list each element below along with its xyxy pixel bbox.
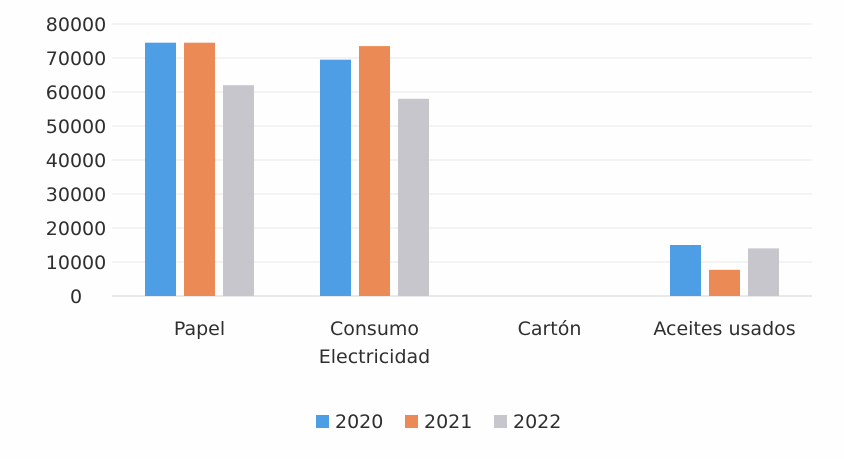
- x-tick-label: Papel: [174, 318, 225, 340]
- bar-2020: [670, 245, 701, 296]
- gridlines: [112, 23, 812, 297]
- legend-label-2021: 2021: [424, 411, 472, 433]
- legend-label-2022: 2022: [513, 411, 561, 433]
- y-tick-label: 30000: [46, 184, 106, 206]
- bar-2020: [145, 42, 176, 297]
- bar-2022: [223, 85, 254, 296]
- y-tick-label: 50000: [46, 116, 106, 138]
- y-tick-label: 60000: [46, 82, 106, 104]
- y-tick-label: 40000: [46, 150, 106, 172]
- y-tick-label: 10000: [46, 252, 106, 274]
- bar-2022: [398, 98, 429, 296]
- legend-swatch-2020: [316, 415, 329, 428]
- legend-label-2020: 2020: [335, 411, 383, 433]
- x-tick-label: Consumo: [330, 318, 419, 340]
- bar-2022: [748, 248, 779, 296]
- x-axis: Papel Consumo Electricidad Cartón Aceites us…: [174, 318, 796, 368]
- x-tick-label: Cartón: [518, 318, 582, 340]
- bar-2021: [709, 269, 740, 296]
- y-tick-label: 70000: [46, 48, 106, 70]
- bars: [145, 42, 779, 297]
- bar-2020: [320, 59, 351, 297]
- legend-swatch-2021: [405, 415, 418, 428]
- legend: 2020 2021 2022: [316, 411, 561, 433]
- y-tick-label: 20000: [46, 218, 106, 240]
- y-axis: 0 10000 20000 30000 40000 50000 60000 70000 8000…: [46, 14, 106, 308]
- bar-2021: [184, 42, 215, 297]
- x-tick-label: Electricidad: [319, 346, 430, 368]
- bar-2021: [359, 46, 390, 296]
- y-tick-label: 0: [70, 286, 82, 308]
- y-tick-label: 80000: [46, 14, 106, 36]
- legend-swatch-2022: [494, 415, 507, 428]
- x-tick-label: Aceites usados: [653, 318, 795, 340]
